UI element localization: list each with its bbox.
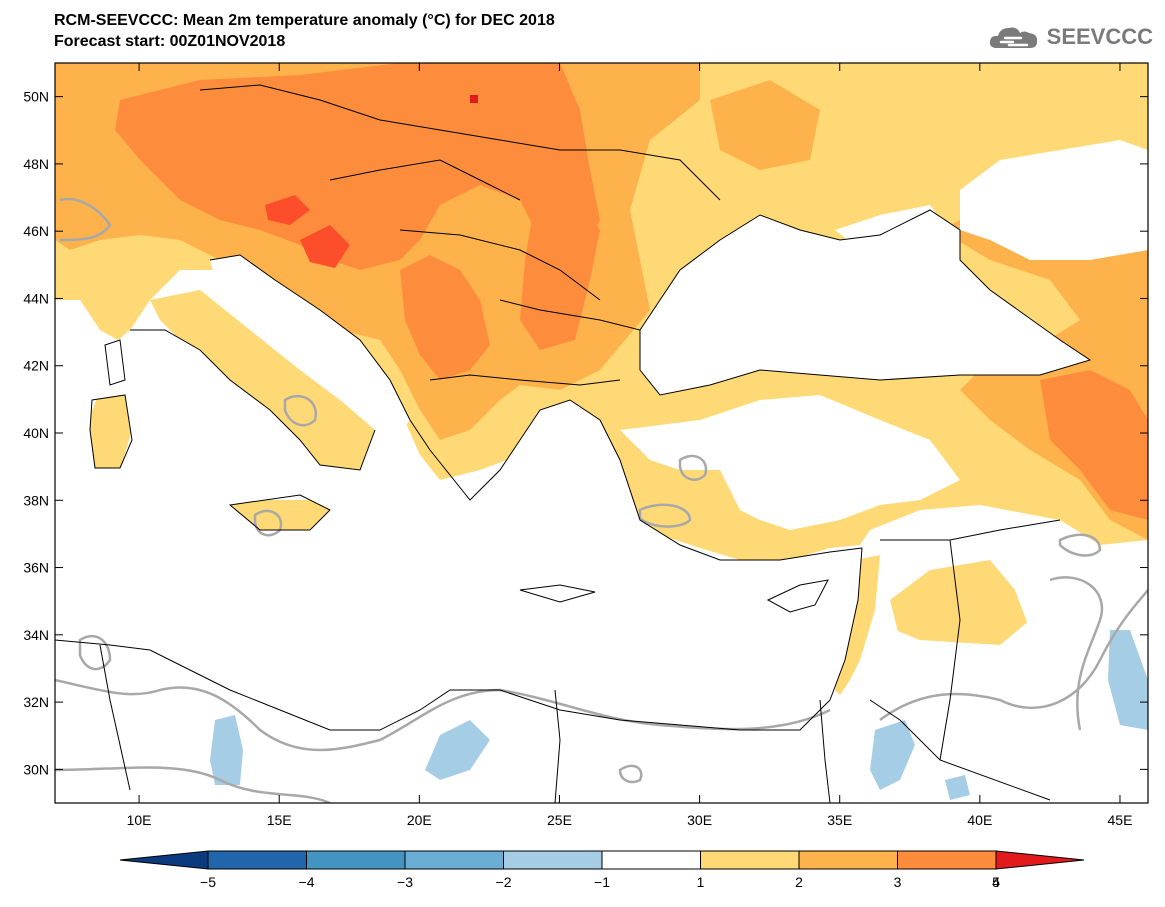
lon-tick-label: 35E xyxy=(827,812,852,828)
lon-tick-label: 25E xyxy=(547,812,572,828)
colorbar-label: −1 xyxy=(594,874,610,890)
lat-tick-label: 40N xyxy=(23,425,49,441)
colorbar-segment xyxy=(897,850,997,870)
anomaly-region-gt5 xyxy=(470,95,478,103)
anomaly-region-neg1-neg2-libya xyxy=(425,720,490,780)
colorbar-label: 2 xyxy=(795,874,803,890)
anomaly-region-3-4-romania xyxy=(520,195,600,350)
anomaly-region-2-3-ukraine xyxy=(710,80,820,170)
colorbar-label: 1 xyxy=(697,874,705,890)
anomaly-region-neg1-neg2 xyxy=(210,715,243,785)
mediterranean-sea xyxy=(55,400,862,730)
colorbar-label: 4 xyxy=(992,874,1000,890)
colorbar-label: −3 xyxy=(397,874,413,890)
tyrrhenian-sea xyxy=(120,320,330,500)
lat-tick-label: 46N xyxy=(23,223,49,239)
longitude-axis: 10E 15E 20E 25E 30E 35E 40E 45E xyxy=(127,63,1133,828)
anomaly-region-3-4 xyxy=(115,63,600,270)
lat-tick-label: 32N xyxy=(23,694,49,710)
colorbar-upper-extend xyxy=(995,850,1085,870)
colorbar-segment xyxy=(700,850,800,870)
anomaly-region-3-4-caucasus xyxy=(1040,370,1148,520)
lat-tick-label: 34N xyxy=(23,627,49,643)
anomaly-field xyxy=(55,63,1148,803)
lat-tick-label: 50N xyxy=(23,89,49,105)
seevccc-logo: SEEVCCC xyxy=(987,20,1153,54)
logo-text: SEEVCCC xyxy=(1046,24,1153,49)
adriatic-sea xyxy=(210,255,410,440)
lon-tick-label: 15E xyxy=(267,812,292,828)
lat-tick-label: 42N xyxy=(23,358,49,374)
lat-tick-label: 30N xyxy=(23,761,49,777)
colorbar-label: −2 xyxy=(496,874,512,890)
anomaly-region-neg1-neg2-iraq xyxy=(945,775,970,800)
colorbar-segment xyxy=(798,850,898,870)
colorbar-label: −4 xyxy=(299,874,315,890)
lon-tick-label: 30E xyxy=(687,812,712,828)
anomaly-region-lt1-anatolia xyxy=(620,395,960,530)
colorbar-segment xyxy=(503,850,603,870)
colorbar-segment xyxy=(601,850,701,870)
lat-tick-label: 38N xyxy=(23,492,49,508)
lon-tick-label: 40E xyxy=(967,812,992,828)
lat-tick-label: 44N xyxy=(23,290,49,306)
lon-tick-label: 10E xyxy=(127,812,152,828)
lon-tick-label: 45E xyxy=(1108,812,1133,828)
anomaly-region-4-5 xyxy=(265,195,310,225)
coastlines-borders xyxy=(55,84,1092,803)
lat-tick-label: 36N xyxy=(23,560,49,576)
anomaly-region-levant xyxy=(835,555,880,700)
anomaly-region-neg1-neg2-arabia xyxy=(1108,630,1148,730)
colorbar-segment xyxy=(404,850,504,870)
colorbar-label: −5 xyxy=(200,874,216,890)
chart-title: RCM-SEEVCCC: Mean 2m temperature anomaly… xyxy=(54,12,555,29)
colorbar-label: 3 xyxy=(894,874,902,890)
anomaly-region-4-5-croatia xyxy=(300,225,350,268)
anomaly-region-lt1-ukraine xyxy=(960,140,1148,260)
anomaly-region-syria xyxy=(890,560,1030,645)
colorbar: −5 −4 −3 −2 −1 1 2 3 45 xyxy=(119,850,1085,890)
cloud-icon xyxy=(989,27,1037,48)
black-sea xyxy=(640,210,1090,395)
lon-tick-label: 20E xyxy=(407,812,432,828)
colorbar-segment xyxy=(306,850,406,870)
anomaly-region-sardinia xyxy=(90,395,132,468)
latitude-axis: 30N 32N 34N 36N 38N 40N 42N 44N 46N 48N 50N xyxy=(23,89,1148,777)
forecast-start-label: Forecast start: 00Z01NOV2018 xyxy=(54,33,286,50)
anomaly-region-italy xyxy=(150,290,375,470)
lat-tick-label: 48N xyxy=(23,156,49,172)
anomaly-region-neg1-neg2-egypt xyxy=(870,720,915,790)
colorbar-label: 5 xyxy=(992,874,1000,890)
anomaly-region-3-4-balkans xyxy=(400,255,490,380)
colorbar-lower-extend xyxy=(119,850,209,870)
colorbar-segment xyxy=(207,850,307,870)
western-mediterranean xyxy=(55,300,118,510)
